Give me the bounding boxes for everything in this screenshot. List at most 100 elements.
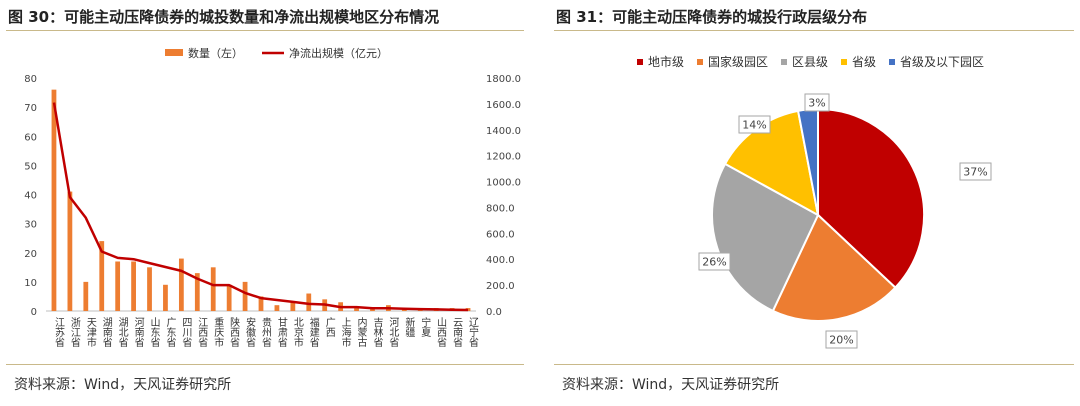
x-tick-label-贵州省: 贵州省 [260, 316, 272, 348]
bar-甘肃省 [274, 305, 280, 311]
bar-重庆市 [210, 267, 216, 311]
slice-label-区县级: 26% [702, 256, 726, 269]
legend-label-省级: 省级 [852, 55, 876, 69]
bar-江苏省 [51, 89, 57, 312]
y-left-tick-label: 10 [24, 278, 37, 289]
bar-山东省 [147, 267, 152, 311]
x-tick-label-新疆: 新疆 [403, 316, 415, 338]
bar-贵州省 [258, 296, 264, 311]
x-tick-label-河南省: 河南省 [132, 317, 144, 348]
x-tick-label-四川省: 四川省 [180, 317, 192, 348]
x-tick-label-福建省: 福建省 [307, 316, 319, 348]
legend-swatch-地市级 [637, 59, 643, 65]
y-right-tick-label: 800.0 [486, 203, 515, 214]
legend-label-区县级: 区县级 [792, 55, 828, 69]
x-tick-label-湖南省: 湖南省 [100, 317, 112, 348]
y-right-tick-label: 400.0 [486, 255, 515, 266]
x-tick-label-陕西省: 陕西省 [228, 316, 240, 348]
x-tick-label-重庆市: 重庆市 [212, 316, 224, 348]
left-title-rule [6, 30, 524, 31]
x-tick-label-吉林省: 吉林省 [371, 317, 383, 348]
slice-label-省级及以下园区: 3% [808, 97, 825, 110]
x-tick-label-浙江省: 浙江省 [68, 317, 80, 348]
left-source-rule [6, 364, 524, 365]
right-title-rule [554, 30, 1074, 31]
legend-label-国家级园区: 国家级园区 [708, 54, 768, 69]
y-right-tick-label: 1400.0 [486, 126, 521, 137]
legend-swatch-省级 [841, 59, 847, 65]
legend-swatch-count [165, 49, 183, 56]
x-tick-label-山西省: 山西省 [435, 317, 447, 348]
x-tick-label-广东省: 广东省 [164, 317, 176, 348]
slice-label-省级: 14% [742, 119, 766, 132]
x-tick-label-河北省: 河北省 [387, 317, 399, 348]
x-tick-label-上海市: 上海市 [339, 317, 351, 348]
legend-label-地市级: 地市级 [648, 54, 684, 69]
y-left-tick-label: 20 [24, 249, 37, 260]
pie-chart: 地市级 国家级园区 区县级 省级 省级及以下园区 37% 20% 26% 14% 3% [637, 54, 992, 349]
right-source-note: 资料来源：Wind，天风证券研究所 [562, 377, 780, 393]
legend-swatch-区县级 [781, 59, 787, 65]
bar-辽宁省 [465, 308, 471, 311]
left-chart-title: 图 30：可能主动压降债券的城投数量和净流出规模地区分布情况 [8, 8, 440, 26]
bar-福建省 [306, 293, 312, 311]
slice-地市级 [817, 107, 926, 290]
left-chart-panel: 图 30：可能主动压降债券的城投数量和净流出规模地区分布情况 数量（左） 净流出规… [0, 0, 530, 406]
y-left-tick-label: 40 [24, 191, 37, 202]
y-right-tick-label: 1000.0 [486, 178, 521, 189]
legend-swatch-省级及以下园区 [889, 59, 895, 65]
bar-湖南省 [99, 241, 105, 311]
x-tick-label-北京市: 北京市 [291, 317, 303, 348]
x-tick-label-广西: 广西 [323, 317, 335, 337]
x-tick-label-甘肃省: 甘肃省 [275, 316, 287, 348]
x-tick-label-湖北省: 湖北省 [116, 317, 128, 348]
bar-湖北省 [115, 261, 121, 311]
y-right-tick-label: 1800.0 [486, 74, 521, 85]
slice-国家级园区 [771, 213, 897, 322]
slice-label-box-省级及以下园区 [804, 93, 830, 112]
bar-广东省 [163, 284, 168, 311]
y-right-tick-label: 600.0 [486, 229, 515, 240]
bar-line-chart: 数量（左） 净流出规模（亿元） 0 10 20 30 40 50 60 70 800.0 200.0 4… [24, 46, 521, 348]
bar-陕西省 [226, 284, 232, 311]
x-tick-label-内蒙古: 内蒙古 [355, 316, 367, 348]
bar-河南省 [131, 261, 136, 311]
y-right-tick-label: 200.0 [486, 281, 515, 292]
x-tick-label-江苏省: 江苏省 [52, 317, 64, 348]
x-tick-label-辽宁省: 辽宁省 [467, 317, 479, 348]
bar-内蒙古 [354, 308, 359, 311]
y-left-tick-label: 80 [24, 74, 37, 85]
legend-label-省级及以下园区: 省级及以下园区 [900, 55, 984, 69]
right-chart-title: 图 31：可能主动压降债券的城投行政层级分布 [556, 8, 868, 26]
bar-四川省 [178, 258, 184, 311]
x-tick-label-云南省: 云南省 [451, 317, 463, 348]
outflow-line [52, 102, 469, 312]
slice-label-box-区县级 [698, 252, 731, 271]
y-left-tick-label: 60 [24, 132, 37, 143]
legend-label-outflow: 净流出规模（亿元） [289, 46, 388, 60]
right-source-rule [554, 364, 1074, 365]
slice-label-国家级园区: 20% [829, 334, 853, 347]
y-right-tick-label: 1600.0 [486, 100, 521, 111]
slice-label-地市级: 37% [963, 166, 987, 179]
bar-安徽省 [242, 281, 248, 311]
bar-吉林省 [370, 308, 375, 311]
y-left-tick-label: 30 [24, 220, 37, 231]
slice-label-box-省级 [738, 115, 771, 134]
legend-swatch-国家级园区 [697, 59, 703, 65]
y-left-tick-label: 0 [31, 307, 37, 318]
y-left-tick-label: 50 [24, 161, 37, 172]
legend-label-count: 数量（左） [188, 47, 243, 60]
right-chart-panel: 图 31：可能主动压降债券的城投行政层级分布 地市级 国家级园区 区县级 省级 省级及以… [548, 0, 1080, 406]
bar-江西省 [194, 273, 200, 311]
y-left-tick-label: 70 [24, 103, 37, 114]
x-tick-label-宁夏: 宁夏 [419, 316, 431, 337]
left-source-note: 资料来源：Wind，天风证券研究所 [14, 377, 232, 393]
x-tick-label-江西省: 江西省 [196, 317, 208, 348]
bar-天津市 [83, 281, 89, 311]
bar-浙江省 [67, 191, 73, 311]
x-tick-label-安徽省: 安徽省 [244, 316, 256, 348]
x-tick-label-天津市: 天津市 [84, 317, 96, 348]
y-right-tick-label: 1200.0 [486, 152, 521, 163]
slice-label-box-地市级 [959, 162, 992, 181]
